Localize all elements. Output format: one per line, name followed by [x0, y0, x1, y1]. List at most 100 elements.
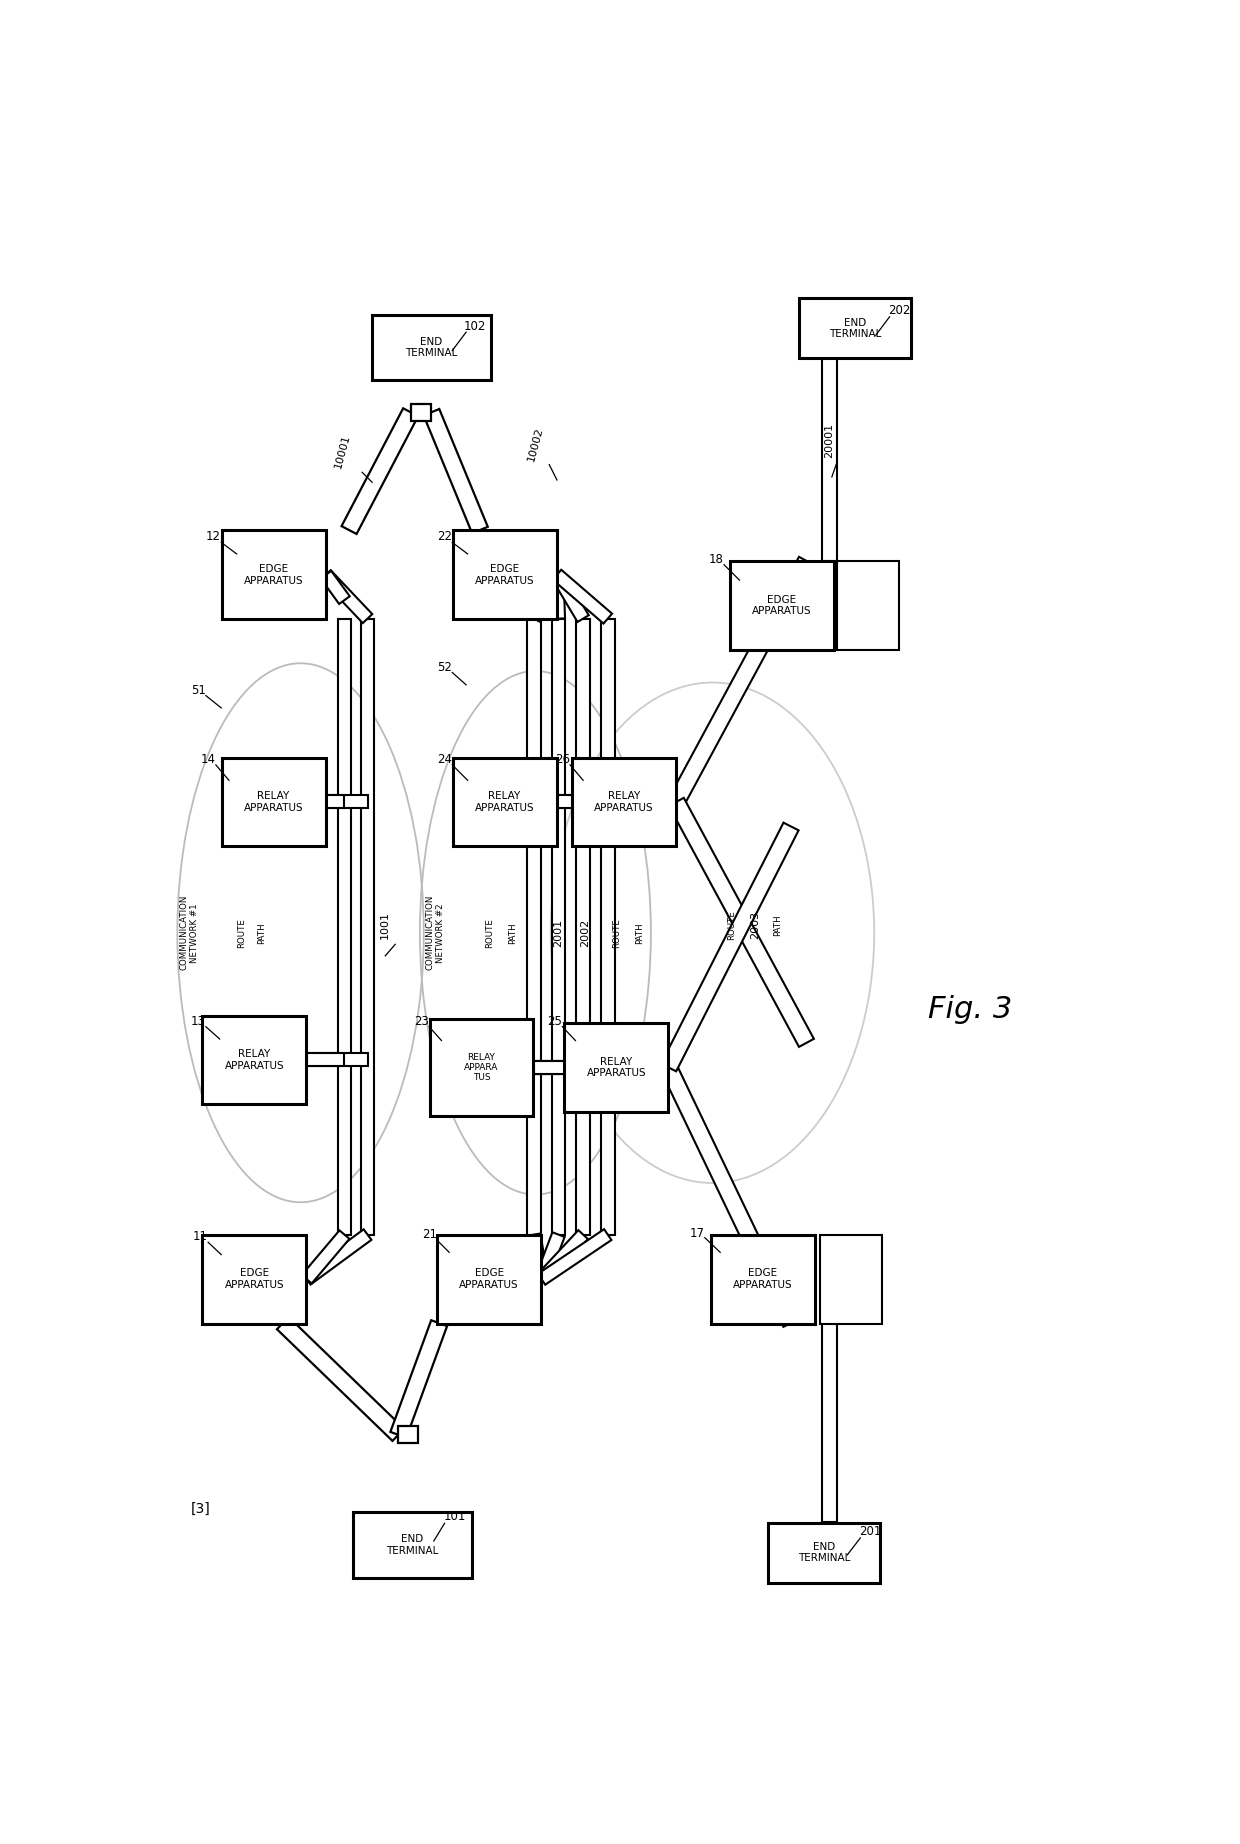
Text: 10002: 10002	[526, 426, 544, 463]
Polygon shape	[361, 618, 374, 1235]
Polygon shape	[668, 557, 813, 806]
Polygon shape	[527, 618, 541, 1235]
Text: 201: 201	[859, 1525, 882, 1538]
Bar	[438, 1235, 541, 1324]
Bar	[202, 1235, 306, 1324]
Text: 2001: 2001	[553, 918, 563, 946]
Bar	[222, 758, 326, 846]
Bar	[453, 758, 557, 846]
Text: 26: 26	[554, 752, 570, 765]
Text: ROUTE: ROUTE	[237, 918, 246, 948]
Polygon shape	[527, 1234, 548, 1280]
Text: EDGE
APPARATUS: EDGE APPARATUS	[244, 564, 304, 586]
Polygon shape	[321, 572, 350, 605]
Text: 23: 23	[414, 1014, 429, 1027]
Bar	[202, 1016, 306, 1105]
Text: EDGE
APPARATUS: EDGE APPARATUS	[459, 1269, 520, 1291]
Polygon shape	[661, 1064, 799, 1328]
Bar	[769, 1523, 880, 1582]
Text: 51: 51	[191, 684, 206, 697]
Text: 14: 14	[201, 752, 216, 765]
Polygon shape	[583, 795, 676, 808]
Polygon shape	[306, 1053, 345, 1066]
Text: END
TERMINAL: END TERMINAL	[828, 317, 882, 339]
Polygon shape	[552, 618, 565, 1235]
Text: [3]: [3]	[191, 1501, 211, 1516]
Text: 17: 17	[689, 1226, 704, 1239]
Text: 10001: 10001	[334, 433, 352, 470]
Polygon shape	[661, 822, 799, 1071]
Polygon shape	[534, 795, 557, 808]
Bar	[730, 561, 833, 649]
Text: PATH: PATH	[774, 915, 782, 937]
Polygon shape	[577, 618, 590, 1235]
Polygon shape	[321, 570, 372, 623]
Bar	[711, 1235, 815, 1324]
Text: PATH: PATH	[258, 922, 267, 944]
Polygon shape	[534, 1060, 608, 1073]
Text: 202: 202	[888, 304, 910, 317]
Polygon shape	[822, 1324, 837, 1521]
Text: 1001: 1001	[381, 911, 391, 939]
Text: 24: 24	[436, 752, 453, 765]
Text: ROUTE: ROUTE	[611, 918, 621, 948]
Text: ROUTE: ROUTE	[727, 911, 737, 940]
Polygon shape	[306, 1053, 367, 1066]
Polygon shape	[277, 1317, 404, 1440]
Text: COMMUNICATION
NETWORK #1: COMMUNICATION NETWORK #1	[180, 894, 198, 970]
Text: 11: 11	[193, 1230, 208, 1243]
Text: 12: 12	[206, 529, 221, 542]
Text: END
TERMINAL: END TERMINAL	[799, 1542, 851, 1564]
Polygon shape	[608, 795, 676, 808]
Polygon shape	[326, 795, 367, 808]
Bar	[572, 758, 676, 846]
Polygon shape	[538, 1230, 611, 1285]
Polygon shape	[822, 358, 837, 561]
Polygon shape	[601, 618, 615, 1235]
Bar	[837, 561, 899, 649]
Text: 52: 52	[438, 660, 451, 673]
Polygon shape	[410, 404, 432, 420]
Polygon shape	[537, 1230, 588, 1283]
Text: PATH: PATH	[508, 922, 517, 944]
Polygon shape	[557, 795, 608, 808]
Polygon shape	[553, 570, 613, 623]
Polygon shape	[583, 1060, 668, 1073]
Bar	[564, 1023, 668, 1112]
Polygon shape	[557, 795, 583, 808]
Text: 18: 18	[709, 553, 724, 566]
Polygon shape	[528, 572, 563, 621]
Polygon shape	[326, 795, 345, 808]
Text: 20001: 20001	[825, 422, 835, 457]
Text: RELAY
APPARA
TUS: RELAY APPARA TUS	[464, 1053, 498, 1082]
Polygon shape	[552, 572, 589, 621]
Text: RELAY
APPARATUS: RELAY APPARATUS	[475, 791, 534, 813]
Bar	[453, 531, 557, 620]
Text: 102: 102	[464, 319, 486, 332]
Polygon shape	[668, 798, 813, 1047]
Polygon shape	[534, 1060, 583, 1073]
Text: EDGE
APPARATUS: EDGE APPARATUS	[751, 596, 812, 616]
Text: RELAY
APPARATUS: RELAY APPARATUS	[244, 791, 304, 813]
Polygon shape	[551, 575, 565, 620]
Polygon shape	[608, 1060, 668, 1073]
Polygon shape	[391, 1320, 448, 1438]
Polygon shape	[303, 1230, 372, 1285]
Text: END
TERMINAL: END TERMINAL	[386, 1534, 439, 1556]
Text: END
TERMINAL: END TERMINAL	[405, 337, 458, 358]
Text: PATH: PATH	[635, 922, 644, 944]
Text: RELAY
APPARATUS: RELAY APPARATUS	[224, 1049, 284, 1071]
Text: EDGE
APPARATUS: EDGE APPARATUS	[224, 1269, 284, 1291]
Bar	[372, 315, 491, 380]
Polygon shape	[341, 408, 418, 535]
Text: 13: 13	[191, 1014, 206, 1027]
Bar	[821, 1235, 882, 1324]
Text: EDGE
APPARATUS: EDGE APPARATUS	[475, 564, 534, 586]
Text: RELAY
APPARATUS: RELAY APPARATUS	[594, 791, 653, 813]
Polygon shape	[424, 409, 487, 533]
Text: 22: 22	[436, 529, 453, 542]
Bar	[222, 531, 326, 620]
Polygon shape	[337, 618, 351, 1235]
Polygon shape	[398, 1425, 418, 1444]
Text: 21: 21	[422, 1228, 436, 1241]
